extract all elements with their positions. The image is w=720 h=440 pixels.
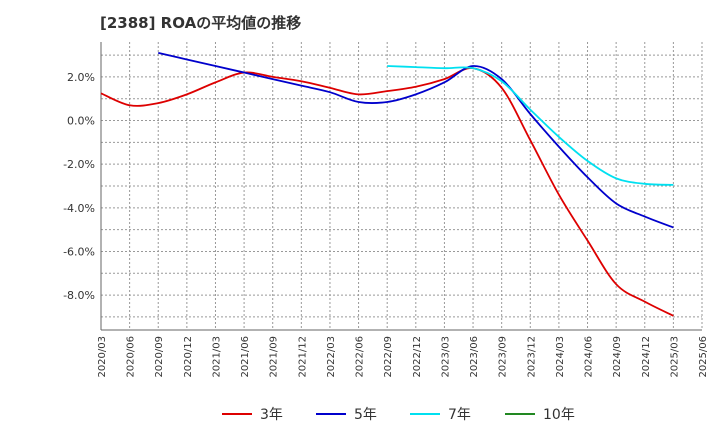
x-tick-label: 2024/09	[612, 336, 623, 378]
x-tick-label: 2024/06	[584, 336, 595, 378]
y-tick-label: -4.0%	[63, 202, 95, 215]
y-tick-label: -6.0%	[63, 245, 95, 258]
y-tick-label: -2.0%	[63, 158, 95, 171]
y-tick-label: 0.0%	[67, 115, 95, 128]
x-tick-label: 2020/09	[154, 336, 165, 378]
x-tick-label: 2022/03	[326, 336, 337, 378]
x-tick-label: 2021/06	[240, 336, 251, 378]
x-tick-label: 2024/03	[555, 336, 566, 378]
x-tick-label: 2022/06	[355, 336, 366, 378]
x-tick-label: 2024/12	[641, 336, 652, 378]
series-line-3年	[100, 67, 674, 317]
x-tick-label: 2020/06	[126, 336, 137, 378]
x-tick-label: 2023/06	[469, 336, 480, 378]
x-tick-label: 2025/03	[669, 336, 680, 378]
x-tick-label: 2020/12	[183, 336, 194, 378]
legend-label: 10年	[543, 407, 575, 423]
x-tick-label: 2021/09	[269, 336, 280, 378]
legend: 3年 5年 7年 10年	[222, 407, 575, 423]
grid	[100, 42, 703, 331]
series-line-7年	[387, 65, 674, 186]
chart-title: [2388] ROAの平均値の推移	[100, 14, 302, 32]
y-tick-label: -8.0%	[63, 289, 95, 302]
x-tick-label: 2021/03	[211, 336, 222, 378]
legend-label: 7年	[448, 407, 471, 423]
x-tick-label: 2023/09	[498, 336, 509, 378]
x-tick-label: 2020/03	[97, 336, 108, 378]
x-tick-label: 2022/12	[412, 336, 423, 378]
series-line-5年	[158, 52, 674, 229]
x-tick-label: 2022/09	[383, 336, 394, 378]
y-axis-ticks: 2.0% 0.0% -2.0% -4.0% -6.0% -8.0%	[63, 71, 95, 302]
x-axis-ticks: 2020/03 2020/06 2020/09 2020/12 2021/03 2021/…	[97, 336, 709, 378]
legend-label: 3年	[260, 407, 283, 423]
series-lines	[100, 52, 674, 317]
x-tick-label: 2023/12	[526, 336, 537, 378]
x-tick-label: 2023/03	[440, 336, 451, 378]
y-tick-label: 2.0%	[67, 71, 95, 84]
x-tick-label: 2021/12	[297, 336, 308, 378]
x-tick-label: 2025/06	[698, 336, 709, 378]
legend-label: 5年	[354, 407, 377, 423]
